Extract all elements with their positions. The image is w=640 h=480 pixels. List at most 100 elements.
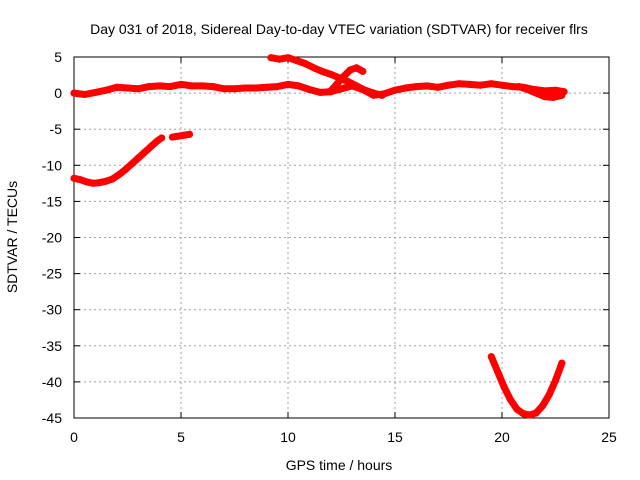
data-point bbox=[147, 143, 155, 150]
data-point bbox=[273, 83, 281, 91]
data-point bbox=[76, 176, 84, 184]
data-point bbox=[346, 66, 354, 74]
data-point bbox=[532, 89, 540, 97]
data-point bbox=[231, 85, 238, 93]
data-point bbox=[166, 83, 174, 91]
data-point bbox=[541, 93, 549, 101]
y-tick-label: -35 bbox=[42, 338, 62, 354]
y-tick-label: 0 bbox=[54, 85, 62, 101]
axes-ticks: 0 5 10 15 20 25 5 0 -5 -10 -15 -20 -25 -30 -35 -40 -45 bbox=[42, 49, 617, 445]
data-point bbox=[558, 91, 566, 99]
data-point bbox=[445, 81, 452, 89]
data-point bbox=[70, 174, 78, 182]
x-tick-label: 20 bbox=[494, 429, 510, 445]
data-point bbox=[340, 73, 348, 80]
y-tick-label: -10 bbox=[42, 157, 62, 173]
data-point bbox=[156, 82, 164, 90]
data-point bbox=[310, 64, 318, 72]
data-point bbox=[220, 85, 228, 93]
data-point bbox=[552, 377, 559, 384]
data-point bbox=[487, 353, 495, 361]
data-series bbox=[515, 83, 566, 101]
data-point bbox=[466, 80, 474, 88]
x-axis-label: GPS time / hours bbox=[286, 457, 393, 473]
data-point bbox=[284, 54, 292, 62]
data-point bbox=[70, 89, 78, 97]
data-point bbox=[188, 82, 196, 90]
data-point bbox=[532, 409, 540, 417]
data-point bbox=[81, 91, 89, 98]
data-point bbox=[519, 410, 527, 418]
data-point bbox=[318, 67, 326, 75]
data-point bbox=[477, 81, 485, 89]
y-axis-label: SDTVAR / TECUs bbox=[4, 181, 20, 293]
data-point bbox=[96, 179, 104, 187]
data-point bbox=[509, 83, 517, 91]
data-point bbox=[275, 55, 283, 63]
data-point bbox=[89, 179, 97, 187]
data-point bbox=[524, 86, 532, 93]
y-tick-label: 5 bbox=[54, 49, 62, 65]
y-tick-label: -20 bbox=[42, 230, 62, 246]
data-point bbox=[301, 60, 309, 67]
data-point bbox=[423, 82, 431, 90]
data-point bbox=[507, 396, 515, 404]
data-point bbox=[186, 130, 194, 138]
data-point bbox=[327, 70, 335, 78]
data-point bbox=[267, 54, 275, 62]
data-point bbox=[539, 402, 547, 410]
data-point bbox=[353, 82, 360, 90]
data-point bbox=[327, 87, 335, 95]
data-point bbox=[549, 93, 557, 101]
data-point bbox=[177, 80, 185, 88]
x-tick-label: 0 bbox=[70, 429, 78, 445]
data-series bbox=[487, 353, 566, 419]
data-point bbox=[91, 88, 99, 96]
y-tick-label: -40 bbox=[42, 374, 62, 390]
data-point bbox=[552, 86, 559, 94]
data-point bbox=[128, 160, 136, 168]
data-point bbox=[558, 359, 566, 367]
x-tick-label: 5 bbox=[177, 429, 185, 445]
data-point bbox=[402, 84, 410, 92]
data-point bbox=[115, 171, 123, 179]
data-point bbox=[344, 78, 352, 85]
data-point bbox=[141, 148, 149, 156]
data-point bbox=[498, 81, 506, 89]
data-point bbox=[293, 57, 301, 65]
data-point bbox=[113, 83, 121, 91]
data-point bbox=[526, 411, 534, 419]
data-point bbox=[316, 88, 324, 96]
y-tick-label: -15 bbox=[42, 193, 62, 209]
y-tick-label: -25 bbox=[42, 266, 62, 282]
data-point bbox=[545, 391, 553, 399]
data-point bbox=[494, 368, 502, 376]
data-point bbox=[455, 80, 463, 88]
data-point bbox=[145, 83, 153, 91]
data-point bbox=[124, 84, 131, 92]
data-point bbox=[102, 177, 110, 185]
data-layer bbox=[70, 54, 568, 419]
data-point bbox=[295, 82, 303, 90]
x-tick-label: 25 bbox=[601, 429, 617, 445]
data-point bbox=[412, 83, 420, 91]
chart-title: Day 031 of 2018, Sidereal Day-to-day VTE… bbox=[90, 21, 588, 37]
data-point bbox=[198, 82, 206, 90]
data-point bbox=[263, 83, 271, 91]
data-point bbox=[391, 86, 399, 94]
x-tick-label: 10 bbox=[280, 429, 296, 445]
data-point bbox=[515, 83, 523, 91]
data-point bbox=[434, 83, 442, 91]
x-tick-label: 15 bbox=[387, 429, 403, 445]
data-point bbox=[333, 80, 341, 88]
data-point bbox=[134, 154, 142, 162]
data-series bbox=[168, 130, 194, 141]
data-point bbox=[305, 86, 313, 93]
data-point bbox=[370, 89, 378, 97]
data-point bbox=[359, 67, 367, 75]
data-point bbox=[338, 85, 345, 93]
data-series bbox=[70, 134, 166, 187]
data-point bbox=[209, 83, 217, 91]
y-tick-label: -30 bbox=[42, 302, 62, 318]
y-tick-label: -45 bbox=[42, 410, 62, 426]
